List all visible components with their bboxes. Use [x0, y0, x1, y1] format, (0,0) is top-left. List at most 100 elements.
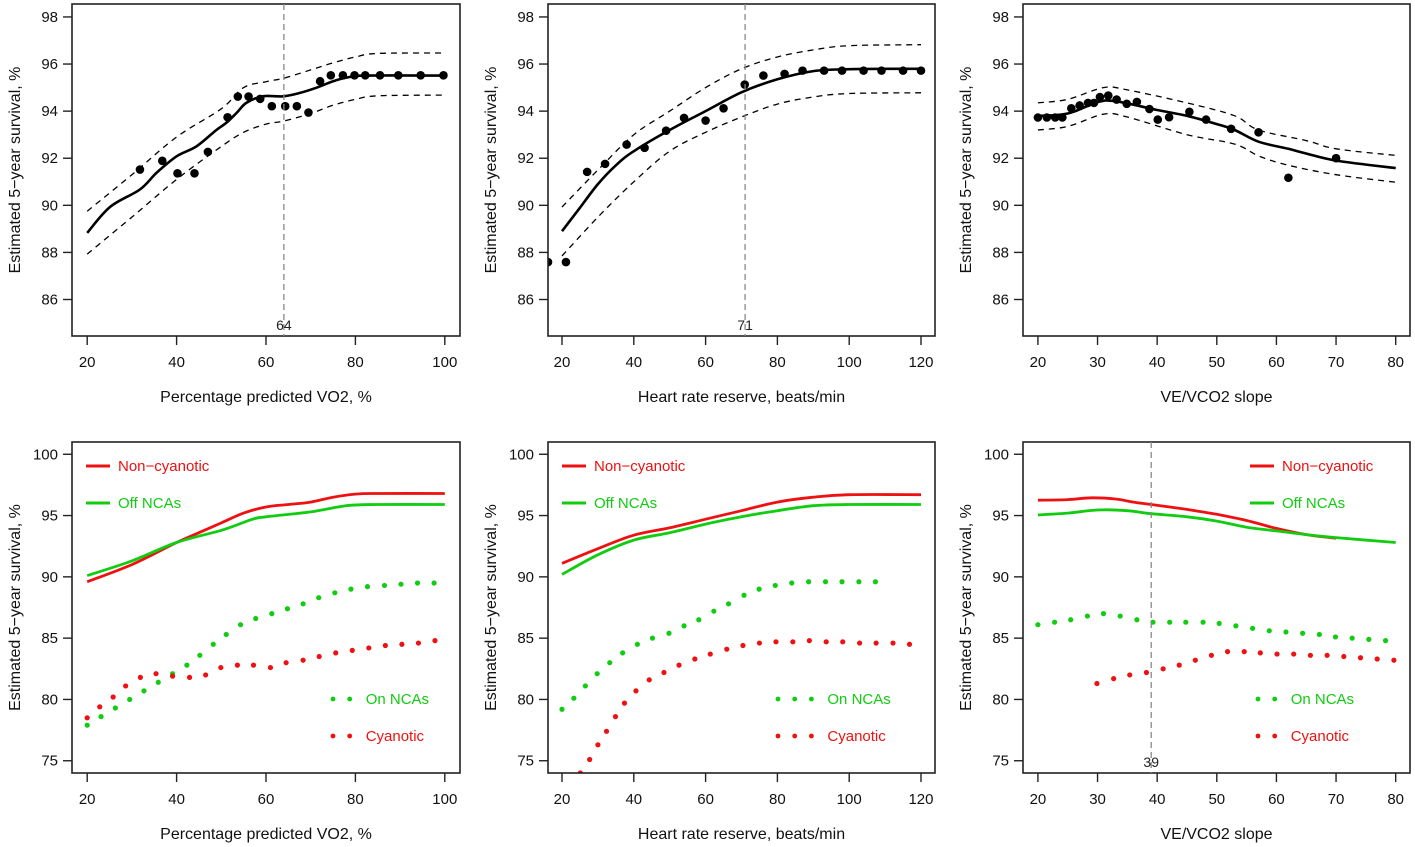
series-dot-red [1341, 653, 1347, 660]
plot-area [86, 52, 448, 255]
fitted-curve [560, 67, 922, 232]
series-dot-red [661, 669, 667, 676]
data-point [898, 66, 908, 75]
plot-frame [1022, 441, 1411, 774]
series-dot-green [582, 683, 588, 689]
series-dot-red [1324, 652, 1330, 658]
series-dot-green [284, 606, 291, 612]
y-tick-label: 95 [517, 508, 534, 525]
y-axis-label: Estimated 5−year survival, % [483, 67, 500, 274]
data-point [360, 71, 370, 80]
data-point [326, 71, 336, 80]
y-tick-label: 96 [41, 56, 58, 73]
y-tick-label: 86 [992, 292, 1009, 309]
series-dot-green [1216, 620, 1222, 627]
legend-label: Off NCAs [118, 495, 181, 512]
y-tick-label: 85 [517, 630, 534, 647]
series-dot-green [300, 601, 306, 607]
series-dot-red [1094, 680, 1100, 687]
x-tick-label: 60 [1268, 791, 1285, 808]
legend-swatch-dot [1272, 733, 1278, 739]
ci-lower-line [86, 94, 445, 255]
series-dot-red [399, 641, 405, 647]
series-dot-green [649, 635, 656, 641]
series-dot-red [587, 756, 593, 763]
data-point [640, 143, 649, 153]
legend-swatch-dot [330, 733, 336, 739]
series-dot-green [1134, 617, 1140, 623]
panel-bottom-vo2: 75 80 85 90 95 100 20 40 60 80 100 Percentage predi… [7, 441, 461, 843]
y-tick-label: 86 [41, 292, 58, 309]
series-dot-red [1257, 650, 1263, 656]
series-dot-green [681, 623, 687, 629]
x-tick-label: 80 [769, 354, 786, 371]
legend-swatch-dot [809, 696, 814, 702]
x-tick-label: 80 [347, 354, 364, 371]
data-point [719, 104, 728, 113]
x-tick-label: 60 [697, 791, 714, 808]
data-point [255, 94, 265, 104]
plot-frame [547, 441, 936, 774]
series-dot-green [1052, 619, 1058, 625]
legend-label: On NCAs [827, 691, 890, 708]
series-line-green [86, 503, 445, 577]
data-point [1201, 115, 1211, 124]
y-tick-label: 98 [517, 9, 534, 26]
series-dot-green [1117, 613, 1123, 619]
x-tick-label: 40 [168, 354, 185, 371]
series-dot-red [1291, 651, 1297, 657]
series-dot-green [1366, 636, 1372, 642]
series-dot-red [123, 683, 129, 689]
x-tick-label: 80 [769, 791, 786, 808]
series-dot-green [741, 592, 747, 598]
data-point [759, 71, 768, 80]
series-dot-red [218, 664, 224, 671]
data-point [304, 108, 313, 117]
series-dot-green [348, 586, 354, 592]
x-tick-label: 80 [1387, 791, 1404, 808]
x-tick-label: 50 [1208, 354, 1225, 371]
legend-label: Non−cyanotic [118, 458, 210, 475]
series-dot-red [1241, 649, 1247, 655]
data-point [701, 116, 710, 125]
series-dot-green [127, 696, 133, 703]
x-tick-label: 120 [908, 354, 933, 371]
data-point [819, 66, 829, 75]
series-dot-red [110, 694, 116, 700]
ci-upper-line [86, 52, 445, 212]
series-line-green [561, 503, 922, 576]
plot-area [1033, 86, 1396, 183]
data-point [1132, 97, 1142, 107]
series-dot-red [415, 640, 422, 646]
x-axis-label: Heart rate reserve, beats/min [638, 389, 845, 406]
data-point [233, 92, 243, 101]
series-dot-green [856, 579, 862, 585]
series-dot-red [1160, 666, 1166, 672]
series-dot-red [153, 671, 159, 677]
data-point [439, 71, 448, 80]
y-tick-label: 75 [41, 753, 58, 770]
series-dot-red [366, 645, 372, 651]
series-dot-red [234, 662, 240, 668]
series-dot-red [84, 715, 90, 721]
x-tick-label: 60 [258, 791, 275, 808]
series-dot-red [740, 642, 746, 649]
plot-area [84, 492, 445, 728]
y-tick-label: 85 [992, 630, 1009, 647]
series-dot-red [1307, 652, 1314, 658]
series-dot-green [839, 579, 845, 585]
y-tick-label: 98 [41, 9, 58, 26]
legend-label: Cyanotic [1291, 728, 1350, 745]
plot-frame [71, 441, 461, 774]
y-tick-label: 80 [41, 691, 58, 708]
y-tick-label: 75 [992, 753, 1009, 770]
series-dot-green [1084, 613, 1091, 619]
y-tick-label: 96 [992, 56, 1009, 73]
data-point [1067, 104, 1076, 113]
y-tick-label: 98 [992, 9, 1009, 26]
panel-top-vo2: 86 88 90 92 94 96 98 20 40 60 80 100 Percentage pred… [7, 3, 461, 406]
series-dot-red [349, 647, 355, 654]
data-point [1254, 128, 1263, 137]
legend-label: Off NCAs [594, 495, 657, 512]
series-dot-red [186, 674, 193, 680]
